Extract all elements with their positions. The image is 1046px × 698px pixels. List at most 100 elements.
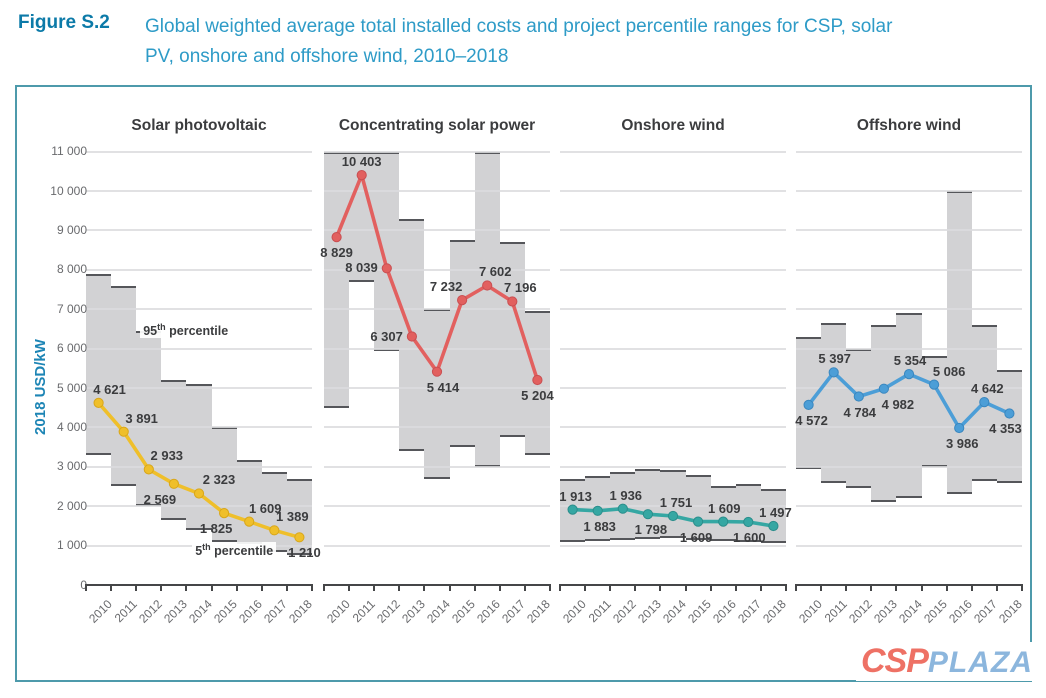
- chart-panel-4: Offshore wind 2010 2011 2012 2013 2014 2015 201…: [795, 87, 1025, 680]
- gridline: [86, 308, 312, 311]
- y-axis-tick-label: 1 000: [56, 538, 87, 553]
- data-point-label: 7 602: [478, 264, 512, 280]
- y-axis-tick-label: 3 000: [56, 459, 87, 474]
- x-axis-tick: [85, 585, 87, 591]
- percentile-band: [921, 356, 947, 467]
- gridline: [560, 505, 786, 508]
- percentile-band: [111, 285, 137, 487]
- gridline: [86, 505, 312, 508]
- data-point-marker: [878, 383, 890, 394]
- data-point-label: 4 642: [971, 381, 1004, 397]
- data-point-marker: [507, 296, 518, 307]
- x-axis-tick: [110, 585, 113, 591]
- gridline: [796, 544, 1022, 547]
- gridline: [324, 426, 550, 429]
- gridline: [560, 426, 786, 429]
- percentile-band: [374, 151, 400, 351]
- gridline: [796, 347, 1022, 350]
- data-point-marker: [356, 170, 367, 181]
- gridline: [560, 190, 786, 192]
- data-point-marker: [828, 367, 839, 378]
- x-axis-tick: [634, 585, 637, 591]
- data-point-marker: [118, 426, 129, 437]
- data-point-marker: [532, 374, 543, 386]
- x-axis-tick: [135, 585, 138, 591]
- x-axis-line: [323, 584, 551, 586]
- data-point-label: 1 883: [583, 518, 616, 534]
- x-axis-line: [795, 584, 1023, 586]
- x-axis-tick: [759, 585, 762, 591]
- x-axis-tick: [311, 585, 313, 591]
- y-axis-tick-label: 5 000: [56, 380, 87, 395]
- data-point-marker: [1004, 408, 1015, 419]
- y-axis-tick-label: 7 000: [56, 301, 87, 316]
- chart-area: 0 1 000 2 000 3 000 4 000 5 000 6 000 7 000 8 00…: [15, 85, 1032, 682]
- gridline: [86, 190, 312, 192]
- y-axis-tick-label: 6 000: [56, 341, 87, 356]
- data-point-label: 2 933: [150, 448, 184, 464]
- percentile-band: [86, 273, 112, 455]
- data-point-label: 5 086: [932, 363, 966, 379]
- data-point-label: 8 039: [345, 260, 378, 276]
- figure-title-line-1: Global weighted average total installed …: [145, 16, 893, 37]
- x-axis-tick: [260, 585, 263, 591]
- percentile-band: [660, 469, 686, 539]
- percentile-band: [635, 468, 661, 539]
- gridline: [560, 347, 786, 350]
- data-point-marker: [143, 464, 154, 475]
- gridline: [796, 268, 1022, 271]
- gridline: [324, 387, 550, 389]
- gridline: [796, 426, 1022, 429]
- data-point-marker: [431, 366, 443, 377]
- x-axis-tick: [185, 585, 188, 591]
- percentile-band: [685, 474, 711, 541]
- data-point-label: 4 572: [795, 412, 828, 428]
- percentile-band: [710, 485, 736, 542]
- x-axis-tick: [709, 585, 712, 591]
- percentile-annotation: 95th percentile: [140, 321, 232, 339]
- data-point-marker: [743, 516, 754, 528]
- x-axis-tick: [549, 585, 551, 591]
- data-point-label: 1 389: [276, 509, 309, 525]
- data-point-label: 1 913: [559, 488, 592, 504]
- data-point-marker: [244, 516, 255, 527]
- series-line-1: [93, 397, 305, 543]
- percentile-band: [424, 309, 450, 479]
- x-axis-line: [559, 584, 787, 586]
- data-point-label: 7 232: [429, 279, 463, 295]
- series-line-3: [567, 503, 779, 532]
- data-point-marker: [979, 397, 990, 408]
- x-axis-tick: [945, 585, 948, 591]
- data-point-marker: [567, 504, 578, 515]
- data-point-marker: [693, 516, 704, 527]
- percentile-band: [136, 330, 162, 507]
- data-point-marker: [294, 532, 305, 543]
- gridline: [796, 150, 1022, 153]
- data-point-label: 1 825: [199, 521, 233, 537]
- gridline: [560, 544, 786, 547]
- x-axis-tick: [448, 585, 451, 591]
- data-point-marker: [617, 503, 628, 514]
- y-axis-title: 2018 USD/kW: [32, 339, 49, 435]
- gridline: [560, 268, 786, 271]
- data-point-marker: [457, 295, 468, 306]
- chart-panel-3: Onshore wind 2010 2011 2012 2013 2014 2015 2016…: [559, 87, 792, 680]
- data-point-label: 5 397: [818, 351, 851, 367]
- data-point-marker: [193, 488, 205, 499]
- data-point-label: 10 403: [341, 154, 382, 170]
- data-point-label: 2 323: [202, 472, 236, 488]
- x-axis-tick: [785, 585, 787, 591]
- y-axis-tick-label: 0: [80, 577, 87, 592]
- data-point-label: 7 196: [504, 280, 537, 296]
- gridline: [796, 229, 1022, 232]
- gridline: [324, 505, 550, 508]
- percentile-band: [211, 427, 237, 542]
- data-point-marker: [219, 508, 230, 519]
- y-axis-tick-label: 8 000: [56, 262, 87, 277]
- data-point-marker: [803, 399, 814, 410]
- gridline: [796, 465, 1022, 468]
- data-point-marker: [331, 232, 342, 243]
- series-line-2: [331, 170, 543, 386]
- y-axis-tick-label: 9 000: [56, 222, 87, 237]
- gridline: [324, 150, 550, 153]
